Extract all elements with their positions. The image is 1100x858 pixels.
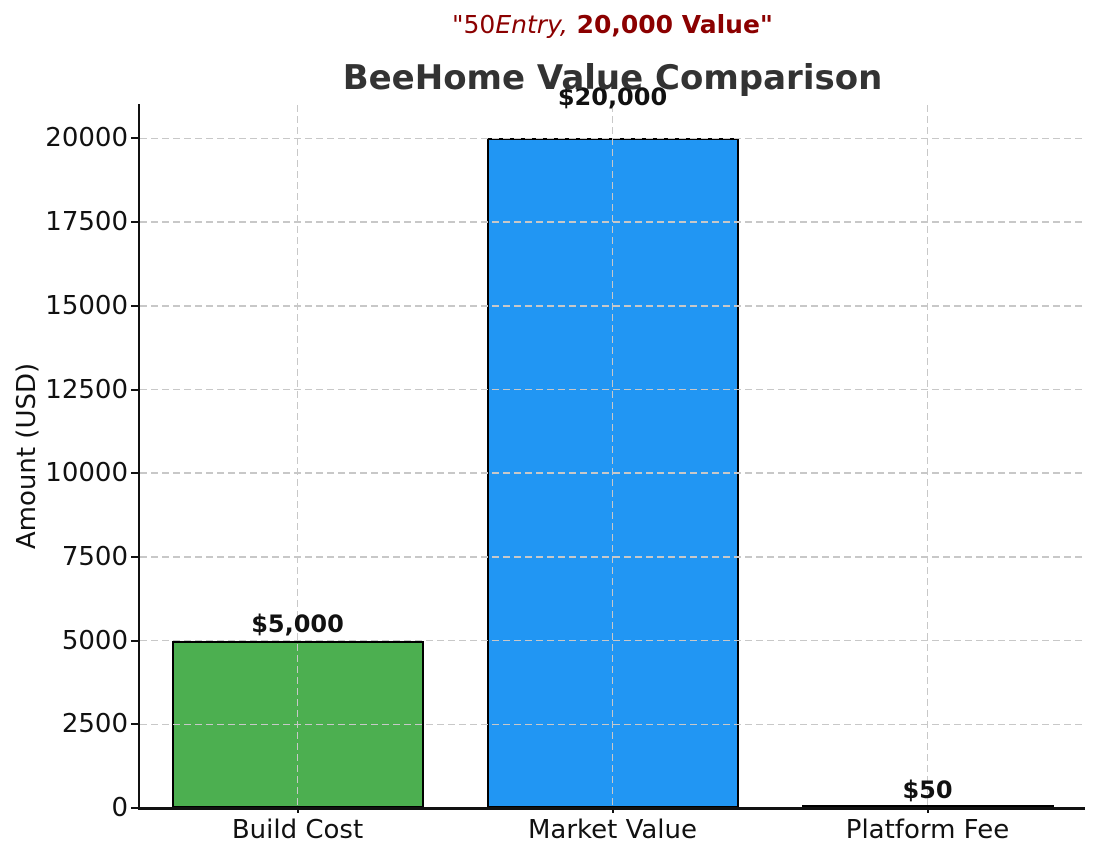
y-tick-label: 20000: [45, 123, 128, 154]
v-gridline: [926, 105, 929, 808]
y-tick-mark: [131, 555, 140, 558]
y-tick-mark: [131, 221, 140, 224]
suptitle-normal-part: "50: [452, 10, 496, 39]
left-spine: [138, 104, 140, 810]
x-tick-mark: [296, 808, 299, 813]
x-tick-label: Build Cost: [231, 815, 364, 845]
y-tick-mark: [131, 639, 140, 642]
bar-value-label: $5,000: [251, 609, 344, 638]
y-tick-label: 7500: [61, 541, 128, 572]
y-tick-mark: [131, 807, 140, 809]
suptitle-italic-part: Entry,: [495, 10, 568, 39]
y-tick-label: 0: [111, 793, 128, 823]
suptitle-bold-part: 20,000 Value": [567, 10, 773, 39]
chart-suptitle: "50Entry, 20,000 Value": [140, 10, 1085, 40]
y-tick-mark: [131, 137, 140, 140]
y-tick-mark: [131, 388, 140, 391]
y-axis-label: Amount (USD): [12, 362, 42, 550]
y-tick-label: 10000: [45, 458, 128, 489]
y-tick-mark: [131, 304, 140, 307]
y-tick-label: 2500: [61, 709, 128, 740]
chart-title: BeeHome Value Comparison: [342, 58, 883, 98]
x-tick-label: Platform Fee: [845, 815, 1010, 845]
y-tick-label: 12500: [45, 374, 128, 405]
bar-value-label: $50: [902, 776, 953, 805]
y-tick-mark: [131, 472, 140, 475]
y-tick-label: 15000: [45, 290, 128, 321]
bar: [486, 138, 739, 808]
y-tick-label: 5000: [61, 625, 128, 656]
x-tick-mark: [611, 808, 614, 813]
x-tick-label: Market Value: [527, 815, 698, 845]
y-tick-mark: [131, 723, 140, 726]
x-tick-mark: [926, 808, 929, 813]
bottom-spine: [138, 807, 1085, 810]
bar: [171, 640, 424, 808]
y-tick-label: 17500: [45, 207, 128, 238]
